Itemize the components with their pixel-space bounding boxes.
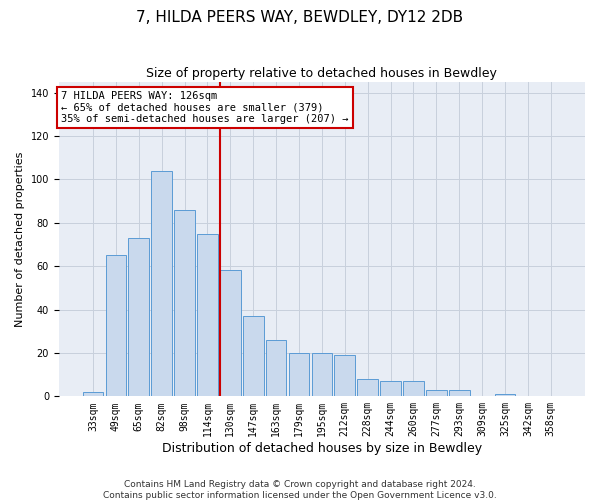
Bar [106,256,126,396]
Bar [220,270,241,396]
Bar [380,381,401,396]
Y-axis label: Number of detached properties: Number of detached properties [15,152,25,326]
Bar [311,353,332,397]
Bar [266,340,286,396]
Text: 7, HILDA PEERS WAY, BEWDLEY, DY12 2DB: 7, HILDA PEERS WAY, BEWDLEY, DY12 2DB [136,10,464,25]
Text: 7 HILDA PEERS WAY: 126sqm
← 65% of detached houses are smaller (379)
35% of semi: 7 HILDA PEERS WAY: 126sqm ← 65% of detac… [61,91,349,124]
Bar [151,170,172,396]
Bar [174,210,195,396]
Bar [449,390,470,396]
X-axis label: Distribution of detached houses by size in Bewdley: Distribution of detached houses by size … [162,442,482,455]
Bar [83,392,103,396]
Title: Size of property relative to detached houses in Bewdley: Size of property relative to detached ho… [146,68,497,80]
Bar [289,353,309,397]
Bar [358,379,378,396]
Bar [243,316,263,396]
Bar [197,234,218,396]
Bar [128,238,149,396]
Bar [403,381,424,396]
Bar [334,355,355,397]
Text: Contains HM Land Registry data © Crown copyright and database right 2024.
Contai: Contains HM Land Registry data © Crown c… [103,480,497,500]
Bar [426,390,446,396]
Bar [495,394,515,396]
